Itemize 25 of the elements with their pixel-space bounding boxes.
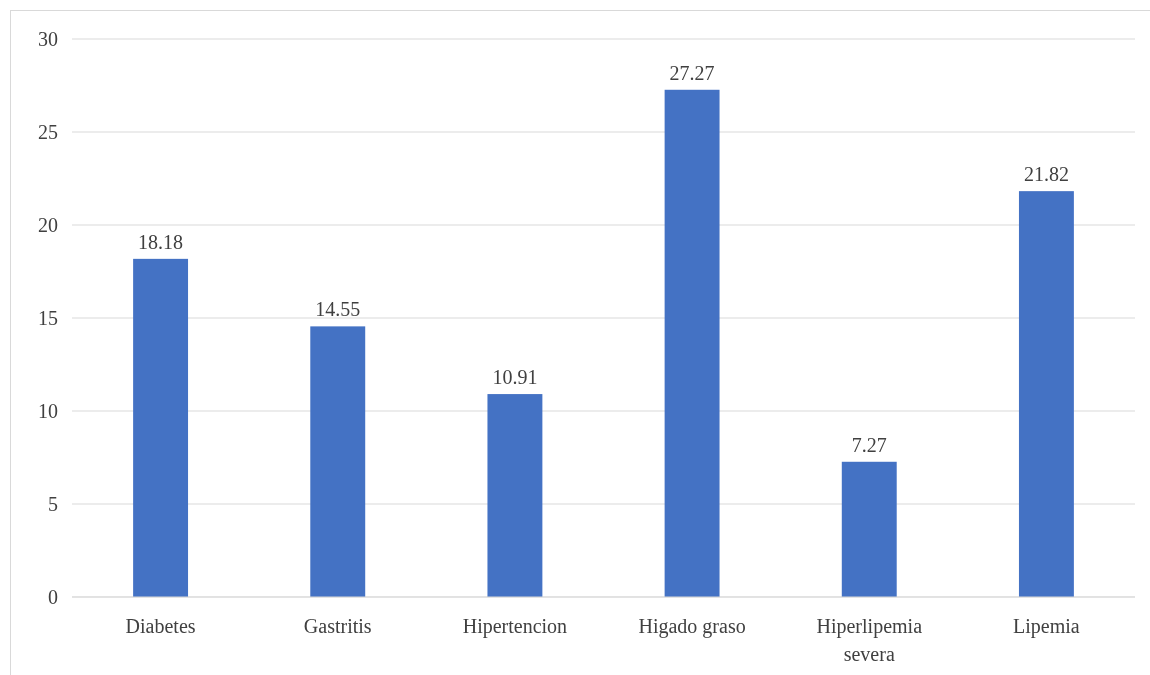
data-label: 14.55	[315, 298, 361, 321]
data-label: 18.18	[138, 230, 184, 253]
y-tick-label: 25	[38, 120, 58, 143]
bar	[133, 258, 189, 597]
bar	[841, 461, 897, 597]
data-label: 10.91	[492, 366, 538, 389]
bar	[487, 394, 543, 597]
bar	[310, 326, 366, 597]
x-tick-label: Hiperlipemia severa	[816, 615, 923, 665]
bar	[1018, 191, 1074, 597]
x-tick-label: Gastritis	[303, 615, 372, 637]
x-tick-label: Diabetes	[125, 615, 196, 637]
y-tick-label: 0	[48, 585, 58, 608]
x-tick-label: Hipertencion	[462, 615, 568, 638]
data-label: 7.27	[851, 433, 887, 456]
y-tick-label: 15	[38, 306, 58, 329]
data-label: 21.82	[1023, 163, 1069, 186]
x-tick-label: Lipemia	[1013, 615, 1080, 638]
y-tick-label: 5	[48, 492, 58, 515]
y-tick-label: 10	[38, 399, 58, 422]
y-tick-label: 30	[38, 27, 58, 50]
x-tick-label: Higado graso	[638, 615, 746, 638]
data-label: 27.27	[669, 61, 715, 84]
y-tick-label: 20	[38, 213, 58, 236]
bar	[664, 89, 720, 597]
